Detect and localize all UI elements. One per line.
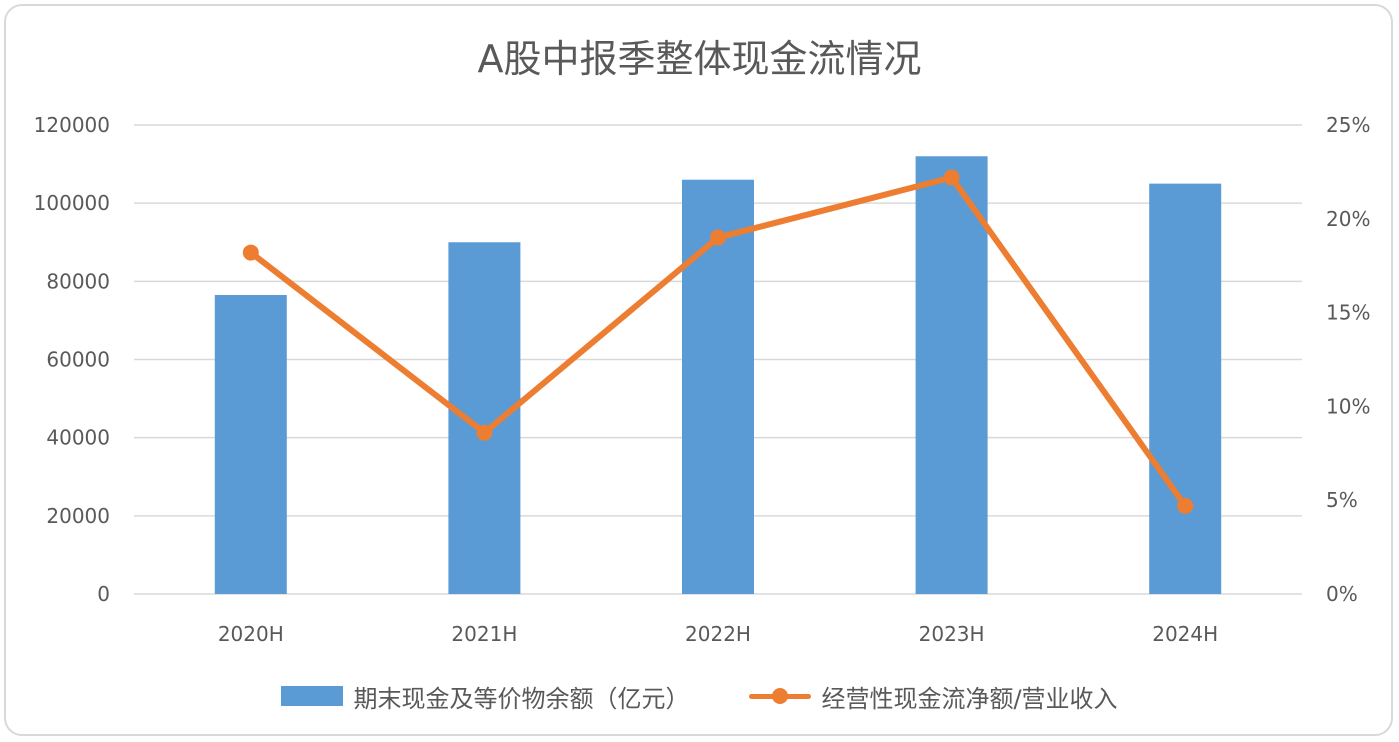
x-tick-label: 2020H bbox=[218, 622, 284, 646]
y-left-tick-label: 80000 bbox=[46, 269, 110, 293]
bar bbox=[448, 242, 521, 594]
bar bbox=[915, 156, 988, 594]
legend-line-label: 经营性现金流净额/营业收入 bbox=[821, 684, 1118, 713]
y-left-tick-label: 60000 bbox=[46, 348, 110, 372]
legend-bar-label: 期末现金及等价物余额（亿元） bbox=[353, 684, 690, 713]
line-point bbox=[242, 244, 259, 261]
y-right-tick-label: 5% bbox=[1326, 488, 1358, 512]
y-right-tick-label: 25% bbox=[1326, 113, 1370, 137]
line-point bbox=[943, 169, 960, 186]
y-right-tick-label: 20% bbox=[1326, 207, 1370, 231]
y-right-tick-label: 10% bbox=[1326, 394, 1370, 418]
y-right-tick-label: 15% bbox=[1326, 301, 1370, 325]
y-left-tick-label: 20000 bbox=[46, 504, 110, 528]
y-left-tick-label: 100000 bbox=[34, 191, 110, 215]
bar bbox=[1149, 183, 1222, 594]
legend-item-bar: 期末现金及等价物余额（亿元） bbox=[281, 679, 689, 714]
y-left-tick-label: 120000 bbox=[34, 113, 110, 137]
bar bbox=[214, 295, 287, 594]
x-tick-label: 2021H bbox=[451, 622, 517, 646]
y-right-tick-label: 0% bbox=[1326, 582, 1358, 606]
bar bbox=[682, 179, 754, 594]
y-left-tick-label: 0 bbox=[97, 582, 110, 606]
line-point bbox=[710, 229, 726, 246]
legend-item-line: 经营性现金流净额/营业收入 bbox=[749, 679, 1118, 714]
line-point bbox=[476, 424, 493, 441]
x-tick-label: 2022H bbox=[685, 622, 751, 646]
chart-title: A股中报季整体现金流情况 bbox=[477, 37, 922, 81]
legend-bar-swatch bbox=[281, 686, 344, 706]
legend-line-swatch bbox=[749, 686, 812, 706]
x-tick-label: 2023H bbox=[919, 622, 985, 646]
x-tick-label: 2024H bbox=[1152, 622, 1218, 646]
line-point bbox=[1177, 497, 1194, 514]
legend: 期末现金及等价物余额（亿元） 经营性现金流净额/营业收入 bbox=[0, 676, 1399, 716]
y-left-tick-label: 40000 bbox=[46, 426, 110, 450]
